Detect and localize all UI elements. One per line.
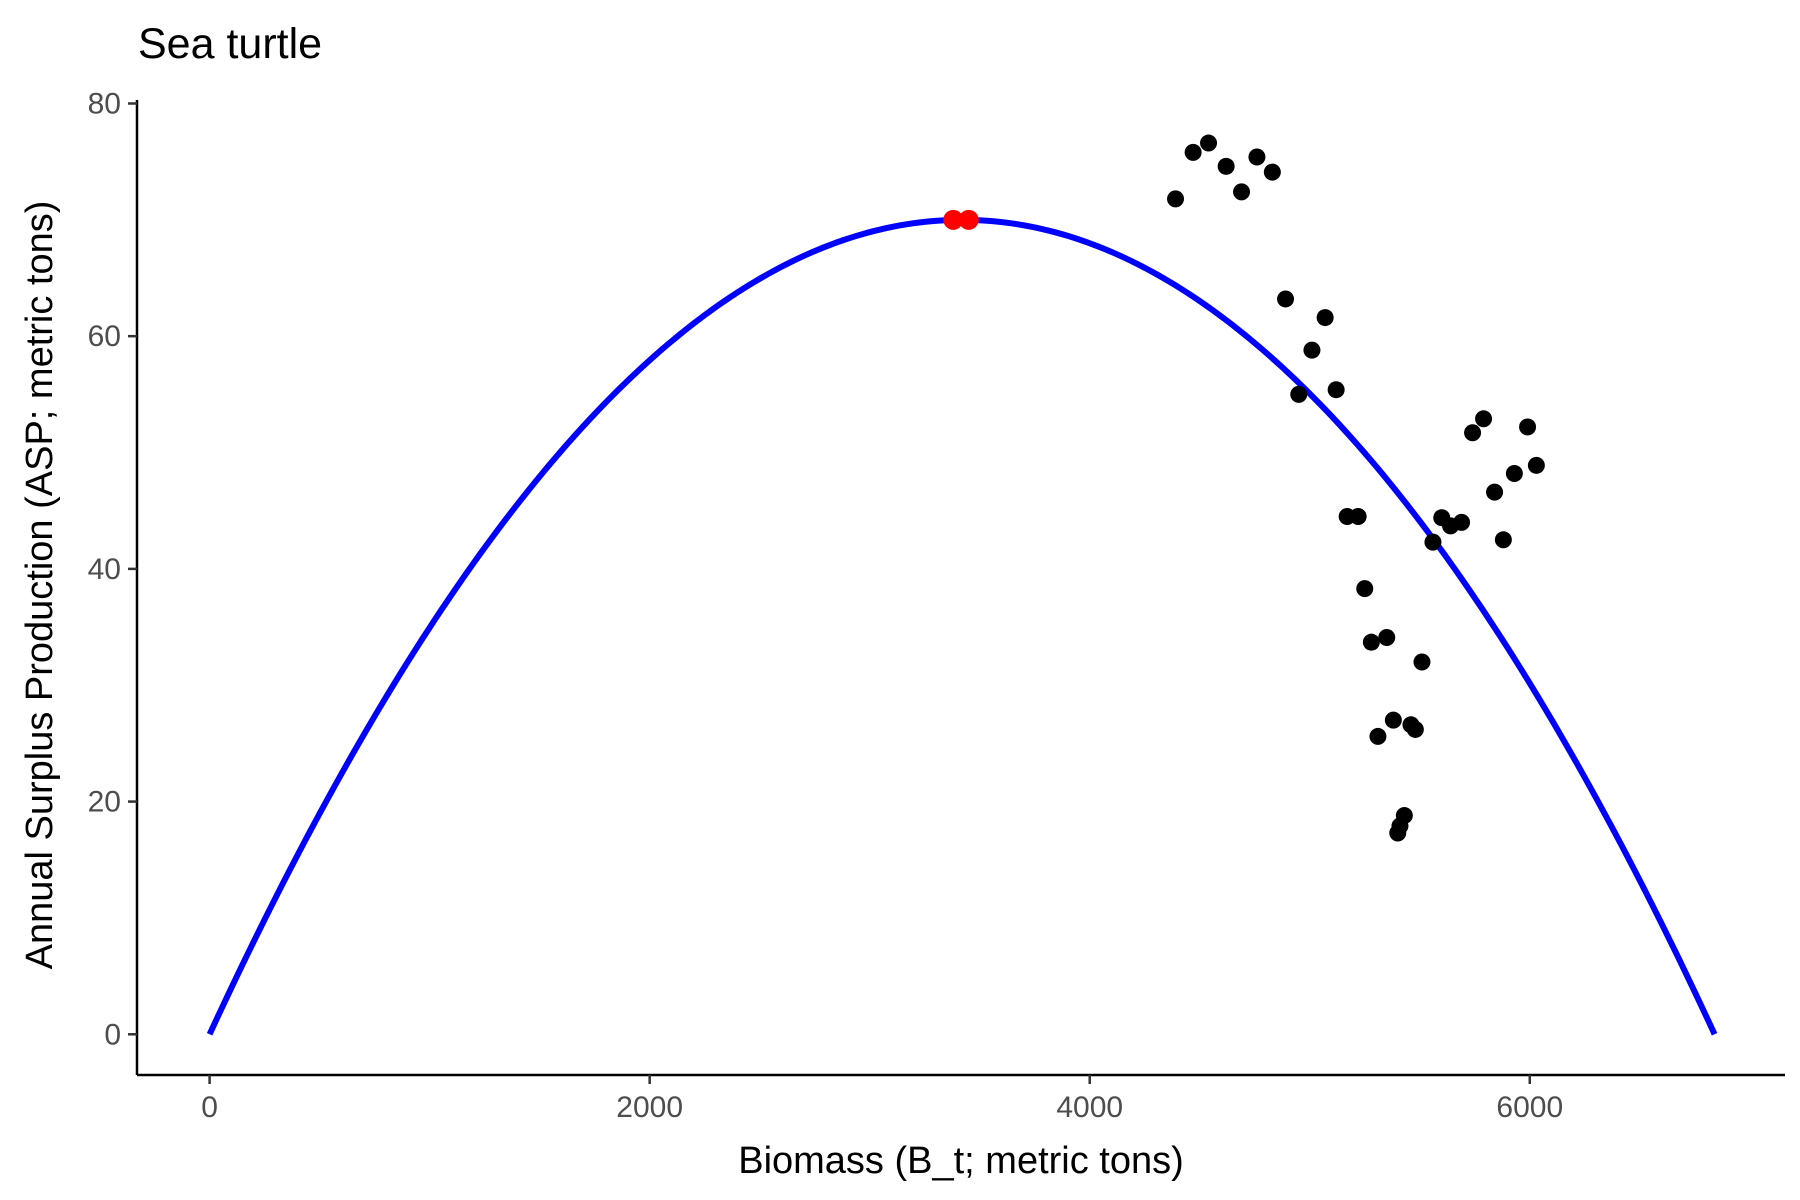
msy-point <box>958 209 979 230</box>
data-point <box>1519 418 1537 436</box>
y-tick-label: 0 <box>104 1018 121 1051</box>
y-tick-label: 80 <box>88 87 121 120</box>
data-point <box>1356 580 1374 598</box>
data-point <box>1413 653 1431 671</box>
data-point <box>1248 148 1266 166</box>
curve-layer <box>206 216 1718 1036</box>
data-point <box>1486 483 1504 501</box>
axes <box>135 100 1785 1077</box>
data-point <box>1494 531 1512 549</box>
data-point <box>1303 341 1321 359</box>
x-tick-label: 0 <box>201 1091 218 1124</box>
data-point <box>1217 157 1235 175</box>
data-point <box>1290 385 1308 403</box>
axis-ticks: 0 2000 4000 6000 0 20 40 60 80 <box>88 87 1564 1124</box>
data-point <box>1406 720 1424 738</box>
data-point <box>1277 290 1295 308</box>
y-tick-label: 40 <box>88 553 121 586</box>
surplus-production-curve <box>206 216 1718 1036</box>
data-point <box>1263 163 1281 181</box>
data-point <box>1527 456 1545 474</box>
data-point <box>1200 134 1218 152</box>
data-point <box>1369 727 1387 745</box>
data-point <box>1184 143 1202 161</box>
x-tick-label: 2000 <box>616 1091 683 1124</box>
data-point <box>1167 190 1185 208</box>
data-point <box>1505 464 1523 482</box>
data-point <box>1316 309 1334 327</box>
data-point <box>1362 633 1380 651</box>
data-point <box>1378 629 1396 647</box>
data-point <box>1384 711 1402 729</box>
points-layer <box>1167 134 1545 842</box>
data-point <box>1233 183 1251 201</box>
data-point <box>1395 807 1413 825</box>
x-tick-label: 6000 <box>1496 1091 1563 1124</box>
msy-point <box>943 209 964 230</box>
data-point <box>1453 513 1471 531</box>
data-point <box>1327 381 1345 399</box>
chart-title: Sea turtle <box>138 20 322 68</box>
data-point <box>1424 533 1442 551</box>
data-point <box>1464 424 1482 442</box>
msy-points-layer <box>943 209 979 230</box>
y-tick-label: 60 <box>88 320 121 353</box>
x-tick-label: 4000 <box>1056 1091 1123 1124</box>
data-point <box>1349 508 1367 526</box>
y-axis-title: Annual Surplus Production (ASP; metric t… <box>19 201 61 970</box>
y-tick-label: 20 <box>88 786 121 819</box>
data-point <box>1475 410 1493 428</box>
x-axis-title: Biomass (B_t; metric tons) <box>738 1140 1184 1182</box>
